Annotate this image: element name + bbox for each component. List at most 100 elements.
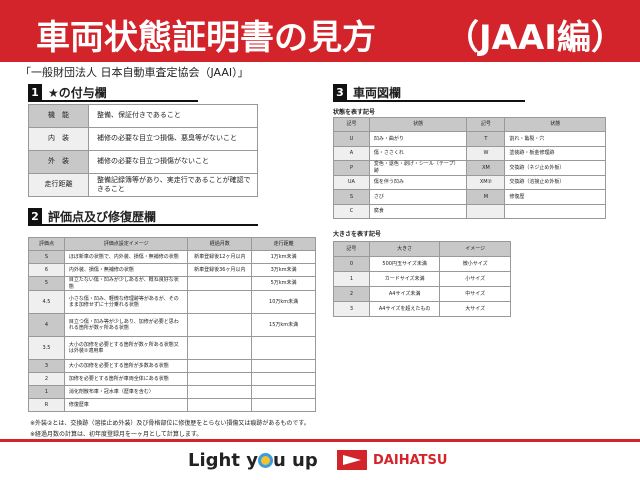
table-row: A 傷・ささくれ W 塗装跡・板金修理跡: [333, 145, 606, 161]
table-cell: XM②: [466, 174, 506, 190]
table-cell: 新車登録後36ヶ月以内: [187, 263, 253, 277]
table-cell: 機 能: [28, 104, 89, 128]
table-cell: 傷・ささくれ: [368, 145, 468, 161]
table-cell: A: [333, 145, 370, 161]
table-row: 外 装補修の必要な目立つ損傷がないこと: [28, 150, 258, 174]
page-title-suffix: （JAAI編）: [445, 18, 625, 58]
table-cell: 割れ・亀裂・穴: [504, 131, 606, 147]
table-cell: [187, 313, 253, 337]
table-cell: 走行距離: [28, 173, 89, 197]
table-cell: 4.5: [28, 290, 65, 314]
table-cell: R: [28, 398, 65, 412]
section2-heading: 2 評価点及び修復歴欄: [28, 208, 258, 226]
table-cell: 1: [333, 271, 370, 287]
column-header: 評価点設定イメージ: [63, 237, 189, 251]
column-header: 記号: [333, 241, 370, 257]
table-cell: 修復歴車: [63, 398, 189, 412]
table-cell: P: [333, 160, 370, 176]
note: ※外装②とは、交換跡（溶接止め外装）及び骨格部位に修復歴をとらない損傷又は痕跡が…: [30, 420, 310, 427]
table-cell: [251, 359, 316, 373]
table-cell: 3: [28, 359, 65, 373]
table-row: 機 能整備、保証付きであること: [28, 104, 258, 128]
grade-table: 評価点 評価点設定イメージ 経過月数 走行距離 S ほぼ新車の状態で、内外装、損傷・無補修…: [28, 237, 316, 412]
table-cell: 修復歴: [504, 189, 606, 205]
table-cell: M: [466, 189, 506, 205]
note: ※経過月数の計算は、初年度登録月を一ヶ月として計算します。: [30, 431, 203, 438]
section-number: 2: [28, 208, 42, 224]
table-row: 内 装補修の必要な目立つ損傷、悪臭等がないこと: [28, 127, 258, 151]
table-row: U 凹み・曲がり T 割れ・亀裂・穴: [333, 131, 606, 147]
table-cell: S: [333, 189, 370, 205]
table-cell: さび: [368, 189, 468, 205]
table-cell: 整備、保証付きであること: [88, 104, 258, 128]
table-row: 4 目立つ傷・凹み等が少しあり、加修が必要と思われる箇所が数ヶ所ある状態 15万km…: [28, 313, 316, 337]
table-cell: [187, 372, 253, 386]
table-cell: 小サイズ: [439, 271, 511, 287]
size-caption: 大きさを表す記号: [333, 231, 382, 238]
table-row: UA 傷を伴う凹み XM② 交換跡（溶接止め外板）: [333, 174, 606, 190]
table-cell: [504, 203, 606, 219]
section-number: 1: [28, 84, 42, 100]
table-cell: 中サイズ: [439, 286, 511, 302]
table-cell: 5万km未満: [251, 276, 316, 291]
table-row: 1 カードサイズ未満 小サイズ: [333, 271, 511, 287]
table-row: 6 内外装、損傷・無補修の状態 新車登録後36ヶ月以内 3万km未満: [28, 263, 316, 277]
column-header: 評価点: [28, 237, 65, 251]
state-table: 記号 状態 記号 状態 U 凹み・曲がり T 割れ・亀裂・穴 A 傷・ささくれ W 塗装跡・板金修理跡…: [333, 117, 606, 219]
column-header: 大きさ: [368, 241, 441, 257]
table-header: 評価点 評価点設定イメージ 経過月数 走行距離: [28, 237, 316, 251]
table-cell: A4サイズ未満: [368, 286, 441, 302]
table-cell: 補修の必要な目立つ損傷がないこと: [88, 150, 258, 174]
table-cell: T: [466, 131, 506, 147]
table-cell: 凹み・曲がり: [368, 131, 468, 147]
table-cell: [187, 385, 253, 399]
table-cell: 15万km未満: [251, 313, 316, 337]
column-header: イメージ: [439, 241, 511, 257]
table-cell: XM: [466, 160, 506, 176]
table-cell: [251, 385, 316, 399]
table-cell: 大サイズ: [439, 301, 511, 317]
table-cell: 新車登録後12ヶ月以内: [187, 250, 253, 264]
column-header: 状態: [368, 117, 468, 132]
table-cell: W: [466, 145, 506, 161]
section-title: 評価点及び修復歴欄: [48, 209, 157, 224]
table-cell: 10万km未満: [251, 290, 316, 314]
table-cell: [187, 398, 253, 412]
table-row: 3 A4サイズを超えたもの 大サイズ: [333, 301, 511, 317]
daihatsu-logo-icon: [337, 450, 367, 470]
table-cell: 目立つ傷・凹み等が少しあり、加修が必要と思われる箇所が数ヶ所ある状態: [63, 313, 189, 337]
table-header: 記号 状態 記号 状態: [333, 117, 606, 132]
section1-heading: 1 ★の付与欄: [28, 84, 198, 102]
table-cell: [251, 372, 316, 386]
table-cell: 3.5: [28, 336, 65, 360]
table-cell: 塗装跡・板金修理跡: [504, 145, 606, 161]
table-row: S さび M 修復歴: [333, 189, 606, 205]
table-cell: [466, 203, 506, 219]
table-cell: 交換跡（ネジ止め外板）: [504, 160, 606, 176]
table-cell: [251, 398, 316, 412]
table-cell: 変色・退色・剥げ・シール（テープ）跡: [368, 160, 468, 176]
table-cell: 2: [333, 286, 370, 302]
table-row: 4.5 小さな傷・凹み、軽微な修理跡等があるが、そのまま加修せずに十分乗れる状態 1…: [28, 290, 316, 314]
table-cell: [251, 336, 316, 360]
size-table: 記号 大きさ イメージ 0 500円玉サイズ未満 微小サイズ 1 カードサイズ未満 小サイズ 2 A…: [333, 241, 511, 317]
table-cell: 目立たない傷・凹みが少しあるが、概ね良好な状態: [63, 276, 189, 291]
section-number: 3: [333, 84, 347, 100]
column-header: 状態: [504, 117, 606, 132]
table-cell: 4: [28, 313, 65, 337]
table-row: 3 大小の加修を必要とする箇所が多数ある状態: [28, 359, 316, 373]
table-cell: 1万km未満: [251, 250, 316, 264]
table-cell: 補修の必要な目立つ損傷、悪臭等がないこと: [88, 127, 258, 151]
table-cell: 1: [28, 385, 65, 399]
table-row: 2 加修を必要とする箇所が車両全体にある状態: [28, 372, 316, 386]
table-cell: 整備記録簿等があり、実走行であることが確認できること: [88, 173, 258, 197]
table-cell: 加修を必要とする箇所が車両全体にある状態: [63, 372, 189, 386]
table-cell: 外 装: [28, 150, 89, 174]
table-cell: 小さな傷・凹み、軽微な修理跡等があるが、そのまま加修せずに十分乗れる状態: [63, 290, 189, 314]
column-header: 記号: [466, 117, 506, 132]
table-cell: [187, 290, 253, 314]
table-cell: 内 装: [28, 127, 89, 151]
rainbow-o-icon: [257, 453, 273, 468]
table-row: 1 消化剤散布車・冠水車（歴車を含む）: [28, 385, 316, 399]
table-row: S ほぼ新車の状態で、内外装、損傷・無補修の状態 新車登録後12ヶ月以内 1万km未満: [28, 250, 316, 264]
